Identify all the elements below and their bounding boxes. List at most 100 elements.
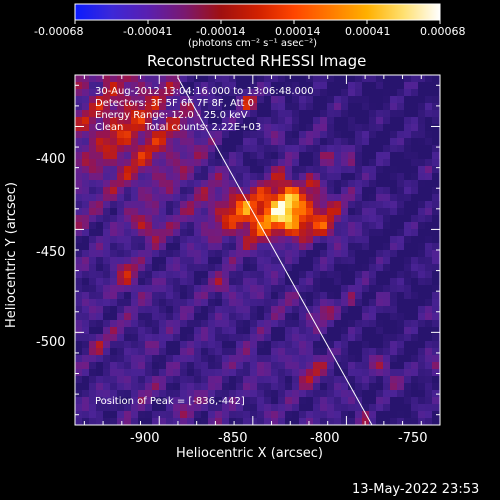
- image-pixel: [264, 75, 272, 83]
- image-pixel: [124, 124, 132, 132]
- image-pixel: [292, 264, 300, 272]
- image-pixel: [187, 390, 195, 398]
- image-pixel: [187, 236, 195, 244]
- image-pixel: [236, 124, 244, 132]
- image-pixel: [369, 159, 377, 167]
- image-pixel: [418, 138, 426, 146]
- image-pixel: [369, 348, 377, 356]
- image-pixel: [355, 369, 363, 377]
- image-pixel: [145, 138, 153, 146]
- image-pixel: [383, 320, 391, 328]
- image-pixel: [278, 194, 286, 202]
- image-pixel: [425, 376, 433, 384]
- image-pixel: [355, 278, 363, 286]
- image-pixel: [362, 208, 370, 216]
- image-pixel: [397, 222, 405, 230]
- image-pixel: [376, 96, 384, 104]
- image-pixel: [278, 152, 286, 160]
- image-pixel: [236, 397, 244, 405]
- image-pixel: [257, 320, 265, 328]
- image-pixel: [180, 75, 188, 83]
- image-pixel: [110, 117, 118, 125]
- image-pixel: [117, 411, 125, 419]
- image-pixel: [390, 166, 398, 174]
- image-pixel: [243, 264, 251, 272]
- image-pixel: [159, 117, 167, 125]
- image-pixel: [418, 215, 426, 223]
- image-pixel: [397, 404, 405, 412]
- image-pixel: [320, 320, 328, 328]
- image-pixel: [320, 411, 328, 419]
- image-pixel: [271, 348, 279, 356]
- image-pixel: [243, 271, 251, 279]
- image-pixel: [89, 334, 97, 342]
- image-pixel: [124, 376, 132, 384]
- image-pixel: [306, 145, 314, 153]
- image-pixel: [376, 411, 384, 419]
- image-pixel: [348, 243, 356, 251]
- image-pixel: [327, 278, 335, 286]
- image-pixel: [194, 96, 202, 104]
- image-pixel: [383, 229, 391, 237]
- image-pixel: [292, 89, 300, 97]
- image-pixel: [82, 299, 90, 307]
- image-pixel: [187, 215, 195, 223]
- image-pixel: [215, 397, 223, 405]
- image-pixel: [250, 285, 258, 293]
- image-pixel: [299, 369, 307, 377]
- image-pixel: [236, 159, 244, 167]
- image-pixel: [96, 397, 104, 405]
- image-pixel: [397, 110, 405, 118]
- image-pixel: [180, 236, 188, 244]
- image-pixel: [432, 250, 440, 258]
- image-pixel: [166, 236, 174, 244]
- image-pixel: [418, 278, 426, 286]
- image-pixel: [313, 299, 321, 307]
- image-pixel: [313, 173, 321, 181]
- image-pixel: [306, 152, 314, 160]
- image-pixel: [103, 201, 111, 209]
- image-pixel: [250, 320, 258, 328]
- image-pixel: [397, 285, 405, 293]
- image-pixel: [369, 173, 377, 181]
- image-pixel: [89, 292, 97, 300]
- image-pixel: [138, 75, 146, 83]
- image-pixel: [327, 250, 335, 258]
- image-pixel: [306, 194, 314, 202]
- image-pixel: [145, 411, 153, 419]
- image-pixel: [341, 208, 349, 216]
- image-pixel: [348, 222, 356, 230]
- image-pixel: [334, 299, 342, 307]
- image-pixel: [208, 117, 216, 125]
- image-pixel: [229, 320, 237, 328]
- image-pixel: [292, 201, 300, 209]
- image-pixel: [355, 390, 363, 398]
- image-pixel: [89, 397, 97, 405]
- image-pixel: [355, 299, 363, 307]
- image-pixel: [418, 236, 426, 244]
- image-pixel: [376, 110, 384, 118]
- image-pixel: [145, 341, 153, 349]
- image-pixel: [285, 397, 293, 405]
- image-pixel: [404, 103, 412, 111]
- image-pixel: [292, 404, 300, 412]
- image-pixel: [250, 376, 258, 384]
- image-pixel: [180, 257, 188, 265]
- image-pixel: [397, 75, 405, 83]
- image-pixel: [82, 208, 90, 216]
- image-pixel: [243, 194, 251, 202]
- image-pixel: [124, 404, 132, 412]
- image-pixel: [75, 348, 83, 356]
- image-pixel: [341, 159, 349, 167]
- image-pixel: [362, 341, 370, 349]
- image-pixel: [103, 320, 111, 328]
- image-pixel: [404, 397, 412, 405]
- image-pixel: [180, 390, 188, 398]
- image-pixel: [341, 341, 349, 349]
- image-pixel: [110, 355, 118, 363]
- image-pixel: [341, 404, 349, 412]
- image-pixel: [334, 348, 342, 356]
- image-pixel: [208, 75, 216, 83]
- image-pixel: [299, 264, 307, 272]
- image-pixel: [369, 103, 377, 111]
